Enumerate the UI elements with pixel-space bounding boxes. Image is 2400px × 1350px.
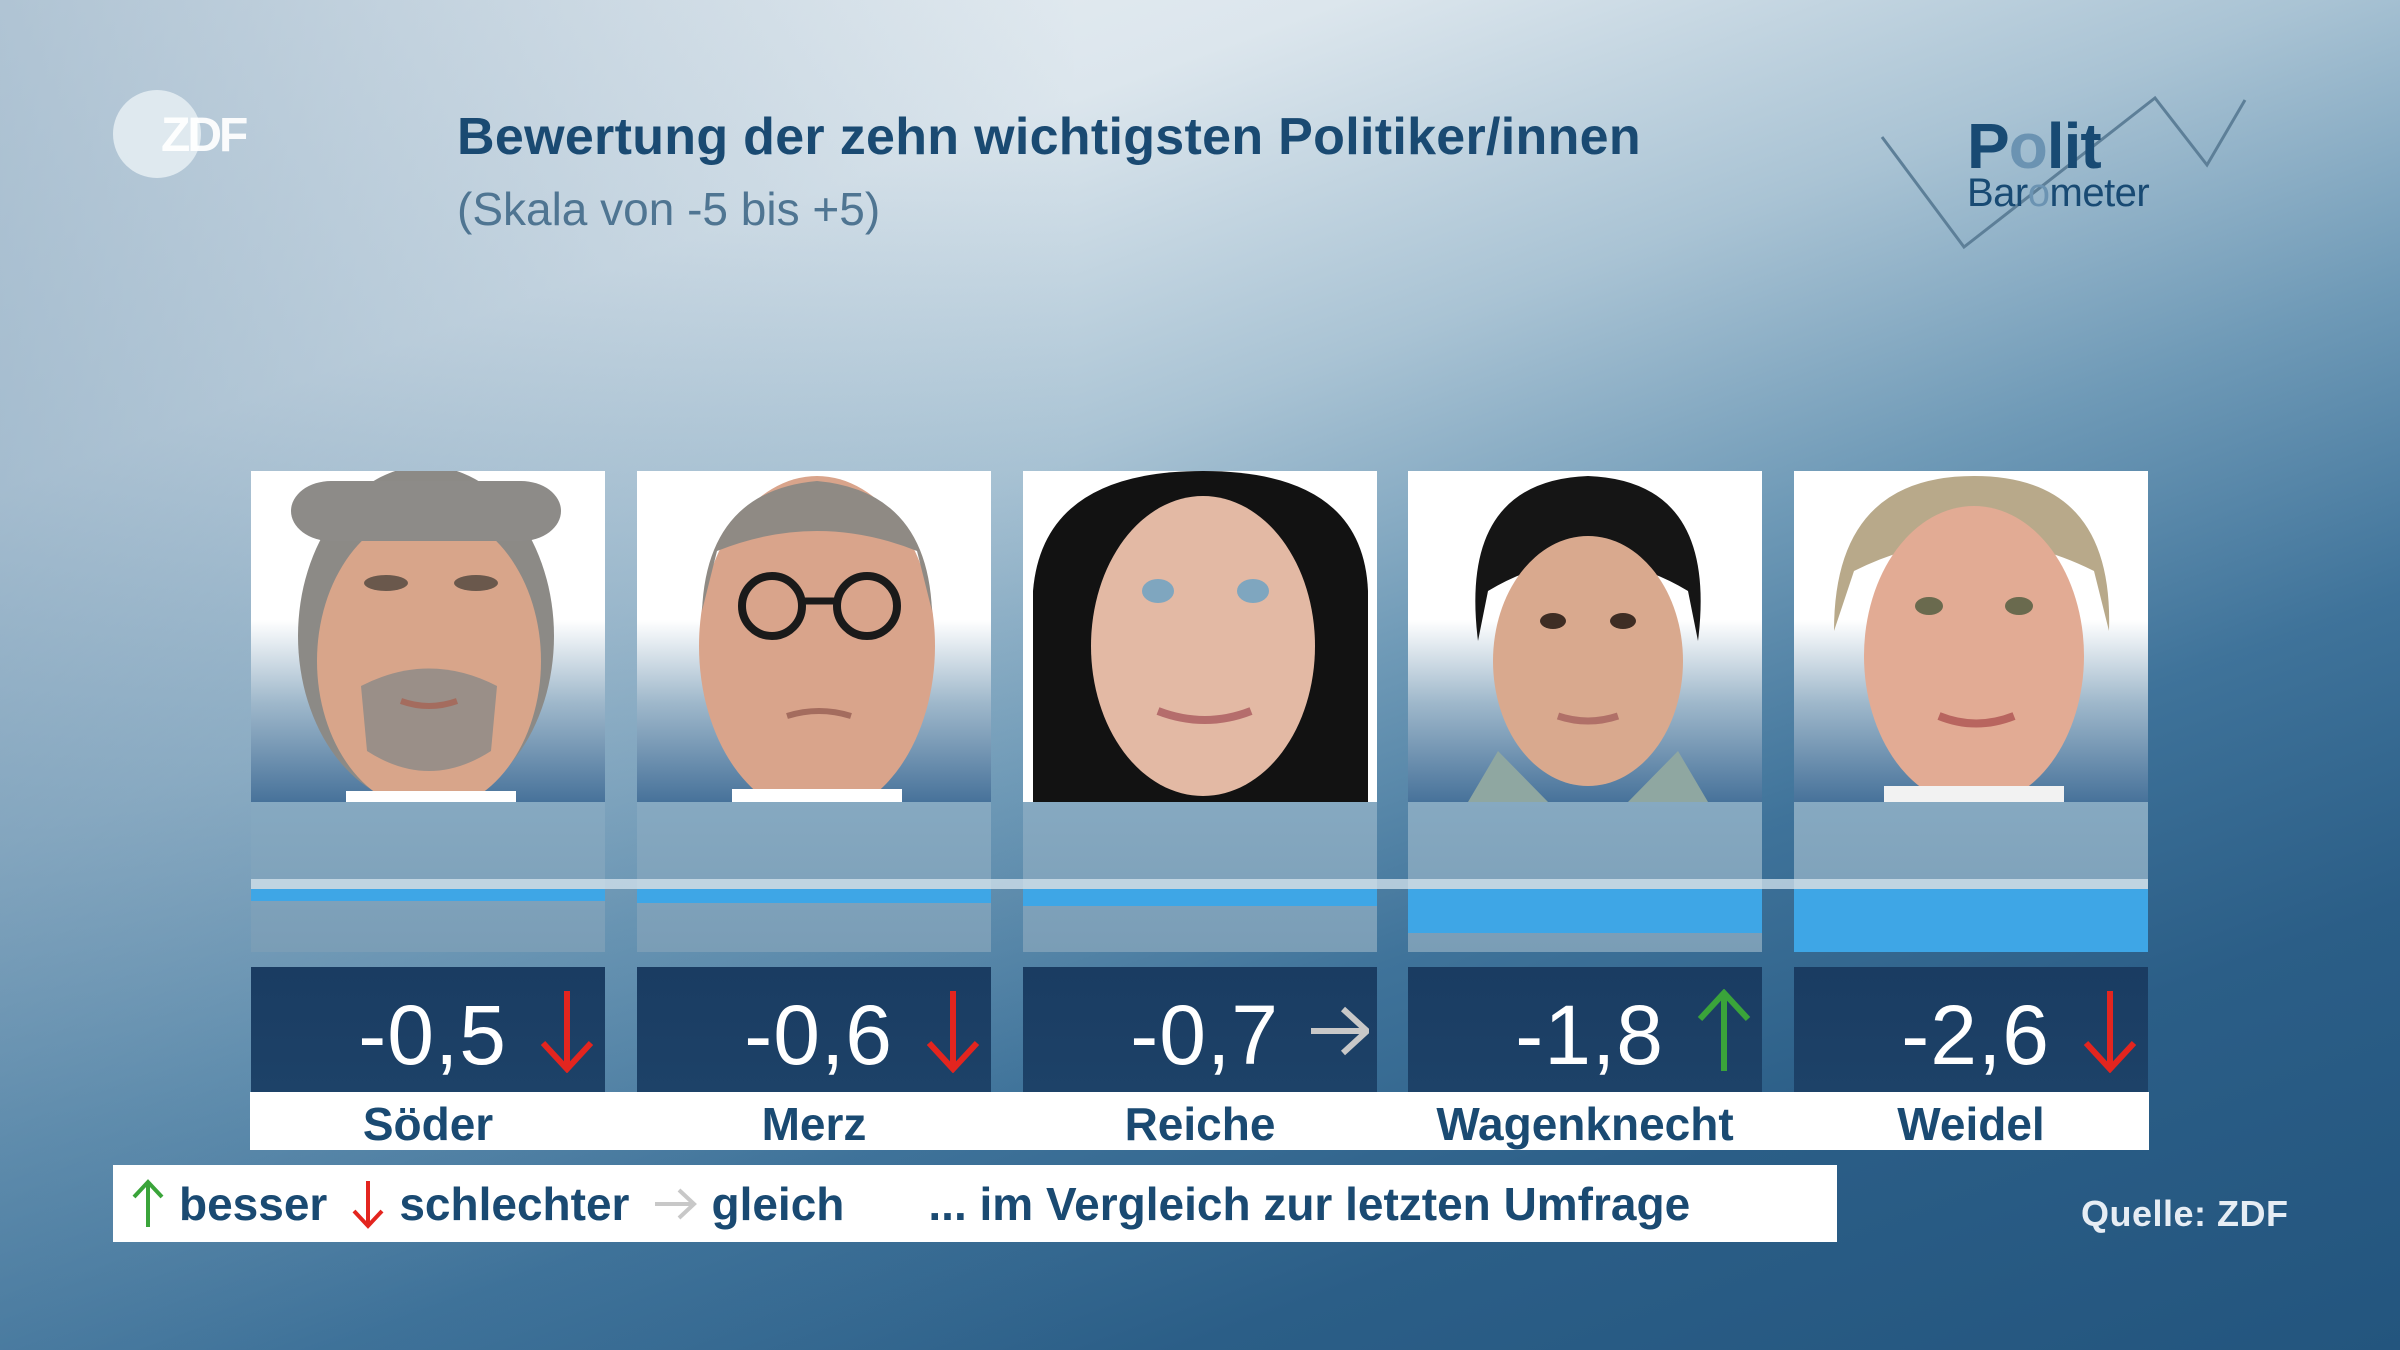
- value-box: -0,5: [251, 967, 605, 1092]
- bar-panel: [1023, 802, 1377, 952]
- value-box: -0,6: [637, 967, 991, 1092]
- politician-card: -1,8 Wagenknecht: [1407, 471, 1763, 1151]
- legend-label-better: besser: [179, 1177, 328, 1230]
- arrow-down-icon: [540, 991, 594, 1073]
- value-box: -0,7: [1023, 967, 1377, 1092]
- arrow-down-icon: [2083, 991, 2137, 1073]
- name-strip: Wagenknecht: [1407, 1092, 1763, 1150]
- politician-photo: [637, 471, 991, 802]
- chart-subtitle: (Skala von -5 bis +5): [457, 183, 881, 235]
- arrow-down-icon: [926, 991, 980, 1073]
- arrow-up-icon: [132, 1178, 164, 1227]
- politician-name: Wagenknecht: [1436, 1098, 1734, 1150]
- bar-panel: [637, 802, 991, 952]
- rating-value: -0,6: [744, 988, 893, 1082]
- politbarometer-barometer: Barometer: [1967, 171, 2150, 215]
- legend-label-worse: schlechter: [399, 1177, 630, 1230]
- politician-photo: [1408, 471, 1762, 802]
- politician-cards: -0,5 Söder -0,6: [250, 471, 2149, 1151]
- arrow-down-icon: [352, 1180, 384, 1229]
- portrait-woman-blonde-icon: [1834, 476, 2110, 802]
- rating-value: -2,6: [1901, 988, 2050, 1082]
- legend-item-worse: schlechter: [351, 1177, 629, 1231]
- rating-bar: [1794, 889, 2148, 952]
- legend-label-same: gleich: [711, 1177, 845, 1230]
- bar-panel: [1408, 802, 1762, 952]
- politician-card: -0,7 Reiche: [1022, 471, 1378, 1151]
- legend-item-better: besser: [131, 1177, 327, 1231]
- name-strip: Weidel: [1793, 1092, 2149, 1150]
- arrow-right-icon: [1311, 1006, 1369, 1056]
- rating-bar: [1023, 889, 1377, 906]
- politician-card: -0,5 Söder: [250, 471, 606, 1151]
- rating-value: -1,8: [1515, 988, 1664, 1082]
- politbarometer-polit: Polit: [1967, 110, 2102, 182]
- name-strip: Merz: [636, 1092, 992, 1150]
- rating-bar: [1408, 889, 1762, 933]
- rating-bar: [637, 889, 991, 903]
- chart-title: Bewertung der zehn wichtigsten Politiker…: [457, 108, 1641, 166]
- rating-value: -0,7: [1130, 988, 1279, 1082]
- zdf-logo-text: ZDF: [161, 109, 248, 162]
- source-note: Quelle: ZDF: [2081, 1193, 2289, 1234]
- zdf-logo-disc: [113, 90, 201, 178]
- politbarometer-logo: Polit Barometer: [1880, 95, 2250, 265]
- politician-photo: [1794, 471, 2148, 802]
- portrait-woman-dark-hair-icon: [1023, 471, 1377, 802]
- zdf-logo: ZDF: [113, 90, 273, 180]
- legend: besser schlechter gleich ... im Vergleic…: [113, 1165, 1837, 1242]
- politician-photo: [1023, 471, 1377, 802]
- legend-comparison-note: ... im Vergleich zur letzten Umfrage: [928, 1177, 1691, 1230]
- value-box: -2,6: [1794, 967, 2148, 1092]
- politician-name: Weidel: [1897, 1098, 2045, 1150]
- portrait-woman-short-hair-icon: [1468, 476, 1708, 802]
- politician-name: Reiche: [1124, 1098, 1276, 1150]
- rating-value: -0,5: [358, 988, 507, 1082]
- bar-panel: [1794, 802, 2148, 952]
- value-box: -1,8: [1408, 967, 1762, 1092]
- portrait-man-glasses-icon: [699, 476, 935, 802]
- zero-baseline: [251, 879, 2148, 889]
- arrow-up-icon: [1697, 989, 1751, 1071]
- politician-card: -2,6 Weidel: [1793, 471, 2149, 1151]
- portrait-man-goatee-icon: [291, 471, 561, 802]
- name-strip: Söder: [250, 1092, 606, 1150]
- legend-item-same: gleich: [653, 1177, 844, 1231]
- bar-panel: [251, 802, 605, 952]
- arrow-right-icon: [655, 1188, 698, 1219]
- rating-bar: [251, 889, 605, 901]
- politician-name: Söder: [362, 1098, 494, 1150]
- name-strip: Reiche: [1022, 1092, 1378, 1150]
- zigzag-line-icon: [1880, 95, 2247, 250]
- politician-name: Merz: [761, 1098, 867, 1150]
- politician-photo: [251, 471, 605, 802]
- politician-card: -0,6 Merz: [636, 471, 992, 1151]
